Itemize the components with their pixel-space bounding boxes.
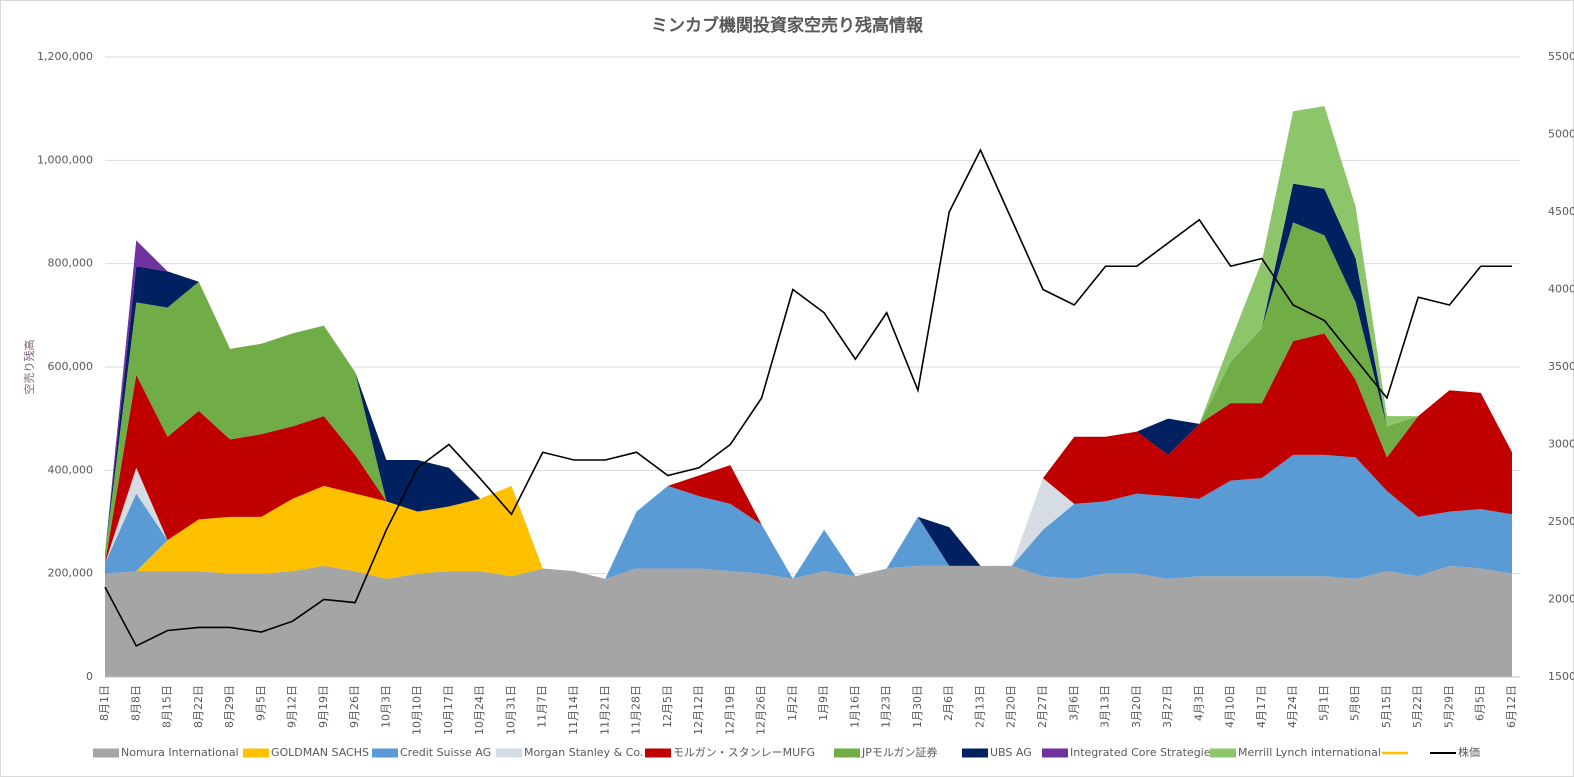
- x-tick-label: 2月27日: [1036, 685, 1049, 728]
- legend-label: 株価: [1458, 745, 1480, 759]
- y2-tick-label: 5000: [1548, 128, 1574, 141]
- area: [105, 454, 1512, 579]
- chart-title: ミンカブ機関投資家空売り残高情報: [651, 15, 924, 36]
- area: [105, 565, 1512, 677]
- x-tick-label: 1月23日: [880, 685, 893, 728]
- x-tick-label: 8月1日: [98, 685, 111, 721]
- x-tick-label: 10月10日: [411, 685, 424, 735]
- x-tick-label: 2月6日: [942, 685, 955, 721]
- x-tick-label: 2月13日: [973, 685, 986, 728]
- x-tick-label: 6月5日: [1474, 685, 1487, 721]
- y2-tick-label: 5500: [1548, 50, 1574, 63]
- legend-label: Integrated Core Strategies: [1070, 746, 1217, 759]
- y-axis-title: 空売り残高: [22, 340, 36, 395]
- legend-swatch: [372, 748, 398, 758]
- y-tick-label: 1,200,000: [37, 50, 93, 63]
- x-tick-label: 5月22日: [1411, 685, 1424, 728]
- x-tick-label: 11月7日: [536, 685, 549, 728]
- area: [105, 485, 1512, 579]
- y-tick-label: 1,000,000: [37, 153, 93, 166]
- legend-swatch: [93, 748, 119, 758]
- y2-tick-label: 2500: [1548, 515, 1574, 528]
- x-tick-label: 8月15日: [161, 685, 174, 728]
- x-tick-label: 6月12日: [1505, 685, 1518, 728]
- legend-label: モルガン・スタンレーMUFG: [673, 746, 815, 759]
- legend-label: JPモルガン証券: [861, 745, 938, 759]
- x-tick-label: 9月5日: [254, 685, 267, 721]
- x-tick-label: 4月10日: [1224, 685, 1237, 728]
- x-tick-label: 10月3日: [379, 685, 392, 728]
- x-tick-label: 3月27日: [1161, 685, 1174, 728]
- x-tick-label: 4月3日: [1192, 685, 1205, 721]
- y-tick-label: 200,000: [48, 567, 94, 580]
- x-tick-label: 1月9日: [817, 685, 830, 721]
- x-tick-label: 8月22日: [192, 685, 205, 728]
- x-tick-label: 8月8日: [129, 685, 142, 721]
- x-tick-label: 3月20日: [1130, 685, 1143, 728]
- x-tick-label: 10月31日: [504, 685, 517, 735]
- x-tick-label: 5月15日: [1380, 685, 1393, 728]
- x-tick-label: 12月26日: [755, 685, 768, 735]
- legend-swatch: [1042, 748, 1068, 758]
- x-tick-label: 11月14日: [567, 685, 580, 735]
- legend-label: UBS AG: [990, 746, 1032, 759]
- x-tick-label: 9月19日: [317, 685, 330, 728]
- y2-tick-label: 3000: [1548, 438, 1574, 451]
- x-tick-label: 12月5日: [661, 685, 674, 728]
- x-tick-label: 1月30日: [911, 685, 924, 728]
- area: [105, 222, 1512, 579]
- x-tick-label: 9月26日: [348, 685, 361, 728]
- x-tick-label: 11月28日: [630, 685, 643, 735]
- y2-tick-label: 2000: [1548, 593, 1574, 606]
- legend-swatch: [243, 748, 269, 758]
- x-tick-label: 8月29日: [223, 685, 236, 728]
- y-tick-label: 600,000: [48, 360, 94, 373]
- legend-swatch: [1210, 748, 1236, 758]
- y2-tick-label: 3500: [1548, 360, 1574, 373]
- legend-swatch: [496, 748, 522, 758]
- legend-label: GOLDMAN SACHS: [271, 746, 369, 759]
- legend-swatch: [645, 748, 671, 758]
- legend-label: Morgan Stanley & Co.: [524, 746, 643, 759]
- x-tick-label: 4月24日: [1286, 685, 1299, 728]
- legend-swatch: [834, 748, 860, 758]
- x-tick-label: 12月12日: [692, 685, 705, 735]
- x-tick-label: 5月8日: [1349, 685, 1362, 721]
- x-tick-label: 10月17日: [442, 685, 455, 735]
- price-line: [104, 148, 1512, 648]
- legend-label: Credit Suisse AG: [400, 746, 491, 759]
- y2-tick-label: 4500: [1548, 205, 1574, 218]
- x-tick-label: 5月1日: [1317, 685, 1330, 721]
- x-tick-label: 4月17日: [1255, 685, 1268, 728]
- y2-tick-label: 1500: [1548, 670, 1574, 683]
- y2-tick-label: 4000: [1548, 283, 1574, 296]
- x-tick-label: 1月2日: [786, 685, 799, 721]
- x-tick-label: 10月24日: [473, 685, 486, 735]
- x-tick-label: 1月16日: [848, 685, 861, 728]
- legend-swatch: [962, 748, 988, 758]
- x-tick-label: 2月20日: [1005, 685, 1018, 728]
- area: [105, 333, 1512, 579]
- area: [105, 106, 1512, 579]
- x-tick-label: 5月29日: [1442, 685, 1455, 728]
- y-tick-label: 800,000: [48, 257, 94, 270]
- y-tick-label: 0: [86, 670, 93, 683]
- x-tick-label: 3月6日: [1067, 685, 1080, 721]
- x-tick-label: 3月13日: [1099, 685, 1112, 728]
- x-tick-label: 11月21日: [598, 685, 611, 735]
- legend-label: Merrill Lynch international: [1238, 746, 1381, 759]
- x-tick-label: 12月19日: [723, 685, 736, 735]
- y-tick-label: 400,000: [48, 463, 94, 476]
- area: [105, 183, 1512, 579]
- legend-label: Nomura International: [121, 746, 239, 759]
- x-tick-label: 9月12日: [286, 685, 299, 728]
